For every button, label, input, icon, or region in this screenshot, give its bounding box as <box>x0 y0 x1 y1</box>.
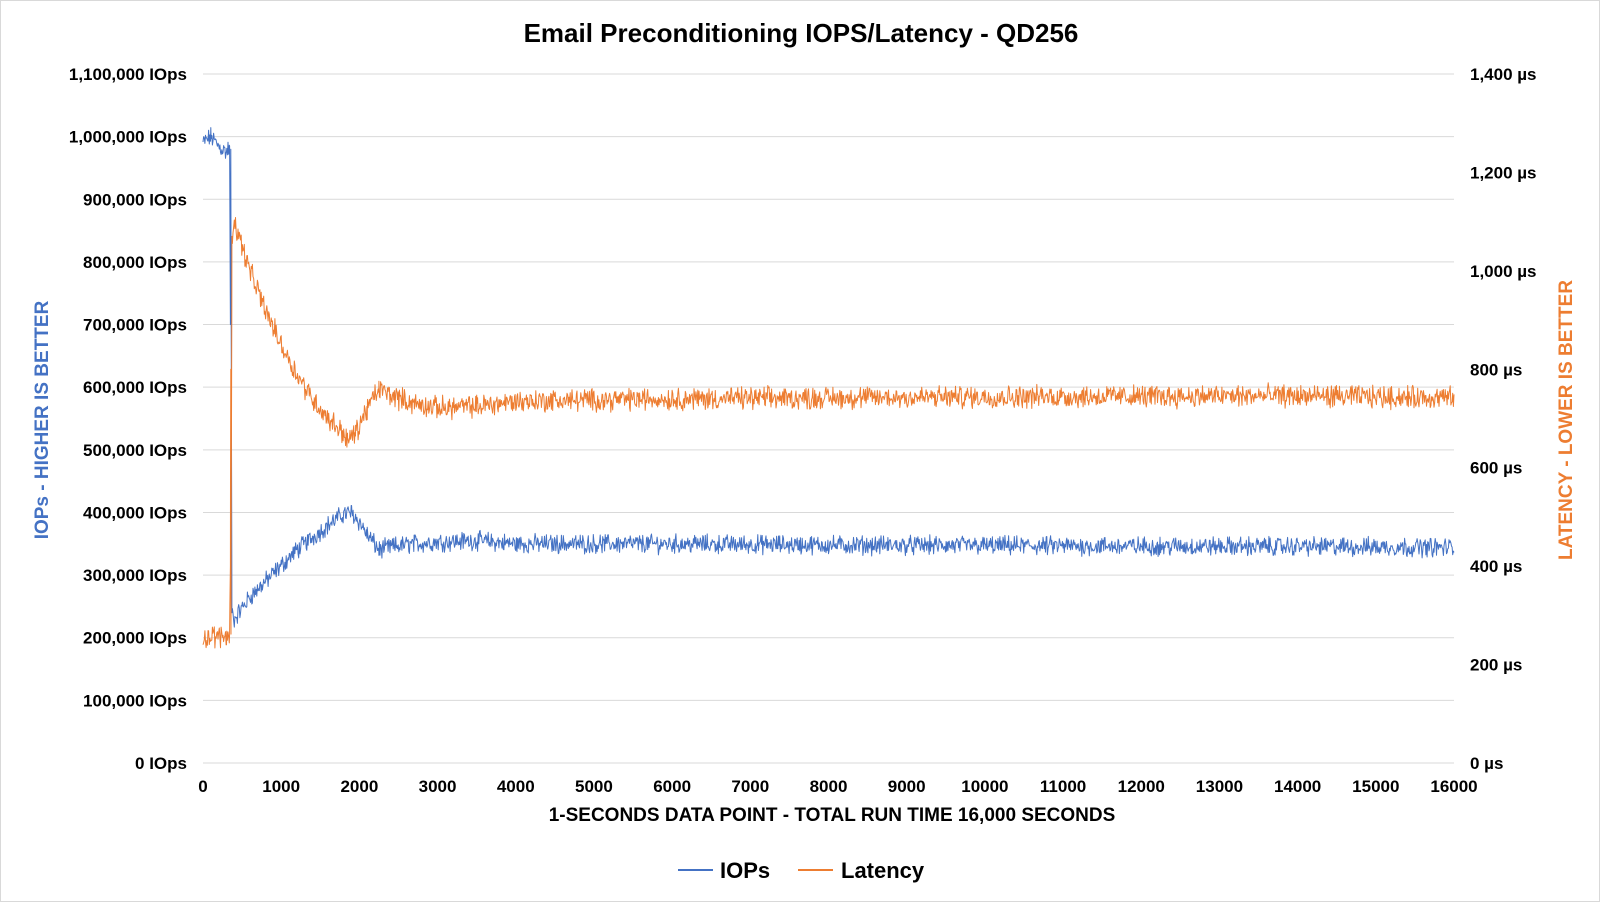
legend-label-iops: IOPs <box>720 858 770 883</box>
x-tick-label: 4000 <box>497 777 535 796</box>
y-tick-label: 800,000 IOps <box>83 253 187 272</box>
y-tick-label: 700,000 IOps <box>83 316 187 335</box>
x-tick-label: 13000 <box>1196 777 1243 796</box>
y2-tick-label: 0 µs <box>1470 754 1503 773</box>
x-tick-label: 15000 <box>1352 777 1399 796</box>
y-axis-title: IOPs - HIGHER IS BETTER <box>32 300 53 539</box>
x-axis-title: 1-SECONDS DATA POINT - TOTAL RUN TIME 16… <box>549 805 1116 826</box>
right-axis-ticks: 0 µs 200 µs 400 µs 600 µs 800 µs 1,000 µs 1,20… <box>1470 65 1537 773</box>
left-axis-ticks: 0 IOps 100,000 IOps 200,000 IOps 300,000 IO… <box>69 65 187 773</box>
y-tick-label: 200,000 IOps <box>83 629 187 648</box>
x-tick-label: 10000 <box>961 777 1008 796</box>
x-axis-ticks: 0 1000 2000 3000 4000 5000 6000 7000 8000 9000 100… <box>198 777 1477 796</box>
y-tick-label: 1,000,000 IOps <box>69 128 187 147</box>
series-line-iops <box>202 127 1455 628</box>
x-tick-label: 7000 <box>731 777 769 796</box>
x-tick-label: 1000 <box>262 777 300 796</box>
y-tick-label: 900,000 IOps <box>83 190 187 209</box>
x-tick-label: 14000 <box>1274 777 1321 796</box>
series-line-latency <box>202 217 1455 649</box>
y-tick-label: 100,000 IOps <box>83 691 187 710</box>
x-tick-label: 11000 <box>1040 777 1086 796</box>
x-tick-label: 9000 <box>888 777 926 796</box>
y-tick-label: 600,000 IOps <box>83 378 187 397</box>
y-tick-label: 300,000 IOps <box>83 566 187 585</box>
y-tick-label: 500,000 IOps <box>83 441 187 460</box>
y2-tick-label: 400 µs <box>1470 557 1522 576</box>
y2-tick-label: 600 µs <box>1470 459 1522 478</box>
y2-tick-label: 1,400 µs <box>1470 65 1537 84</box>
y-tick-label: 1,100,000 IOps <box>69 65 187 84</box>
y2-tick-label: 1,000 µs <box>1470 262 1537 281</box>
x-tick-label: 3000 <box>419 777 457 796</box>
x-tick-label: 16000 <box>1430 777 1477 796</box>
y2-tick-label: 800 µs <box>1470 360 1522 379</box>
x-tick-label: 5000 <box>575 777 613 796</box>
legend-label-latency: Latency <box>841 858 925 883</box>
x-tick-label: 6000 <box>653 777 691 796</box>
y2-tick-label: 1,200 µs <box>1470 163 1537 182</box>
y-tick-label: 0 IOps <box>135 754 187 773</box>
x-tick-label: 2000 <box>340 777 378 796</box>
y2-tick-label: 200 µs <box>1470 656 1522 675</box>
gridlines <box>203 73 1454 764</box>
chart-title: Email Preconditioning IOPS/Latency - QD2… <box>524 18 1079 48</box>
x-tick-label: 8000 <box>810 777 848 796</box>
legend: IOPs Latency <box>678 858 925 883</box>
x-tick-label: 12000 <box>1118 777 1165 796</box>
y-tick-label: 400,000 IOps <box>83 503 187 522</box>
x-tick-label: 0 <box>198 777 207 796</box>
series-layer <box>202 127 1455 649</box>
y2-axis-title: LATENCY - LOWER IS BETTER <box>1556 280 1577 560</box>
